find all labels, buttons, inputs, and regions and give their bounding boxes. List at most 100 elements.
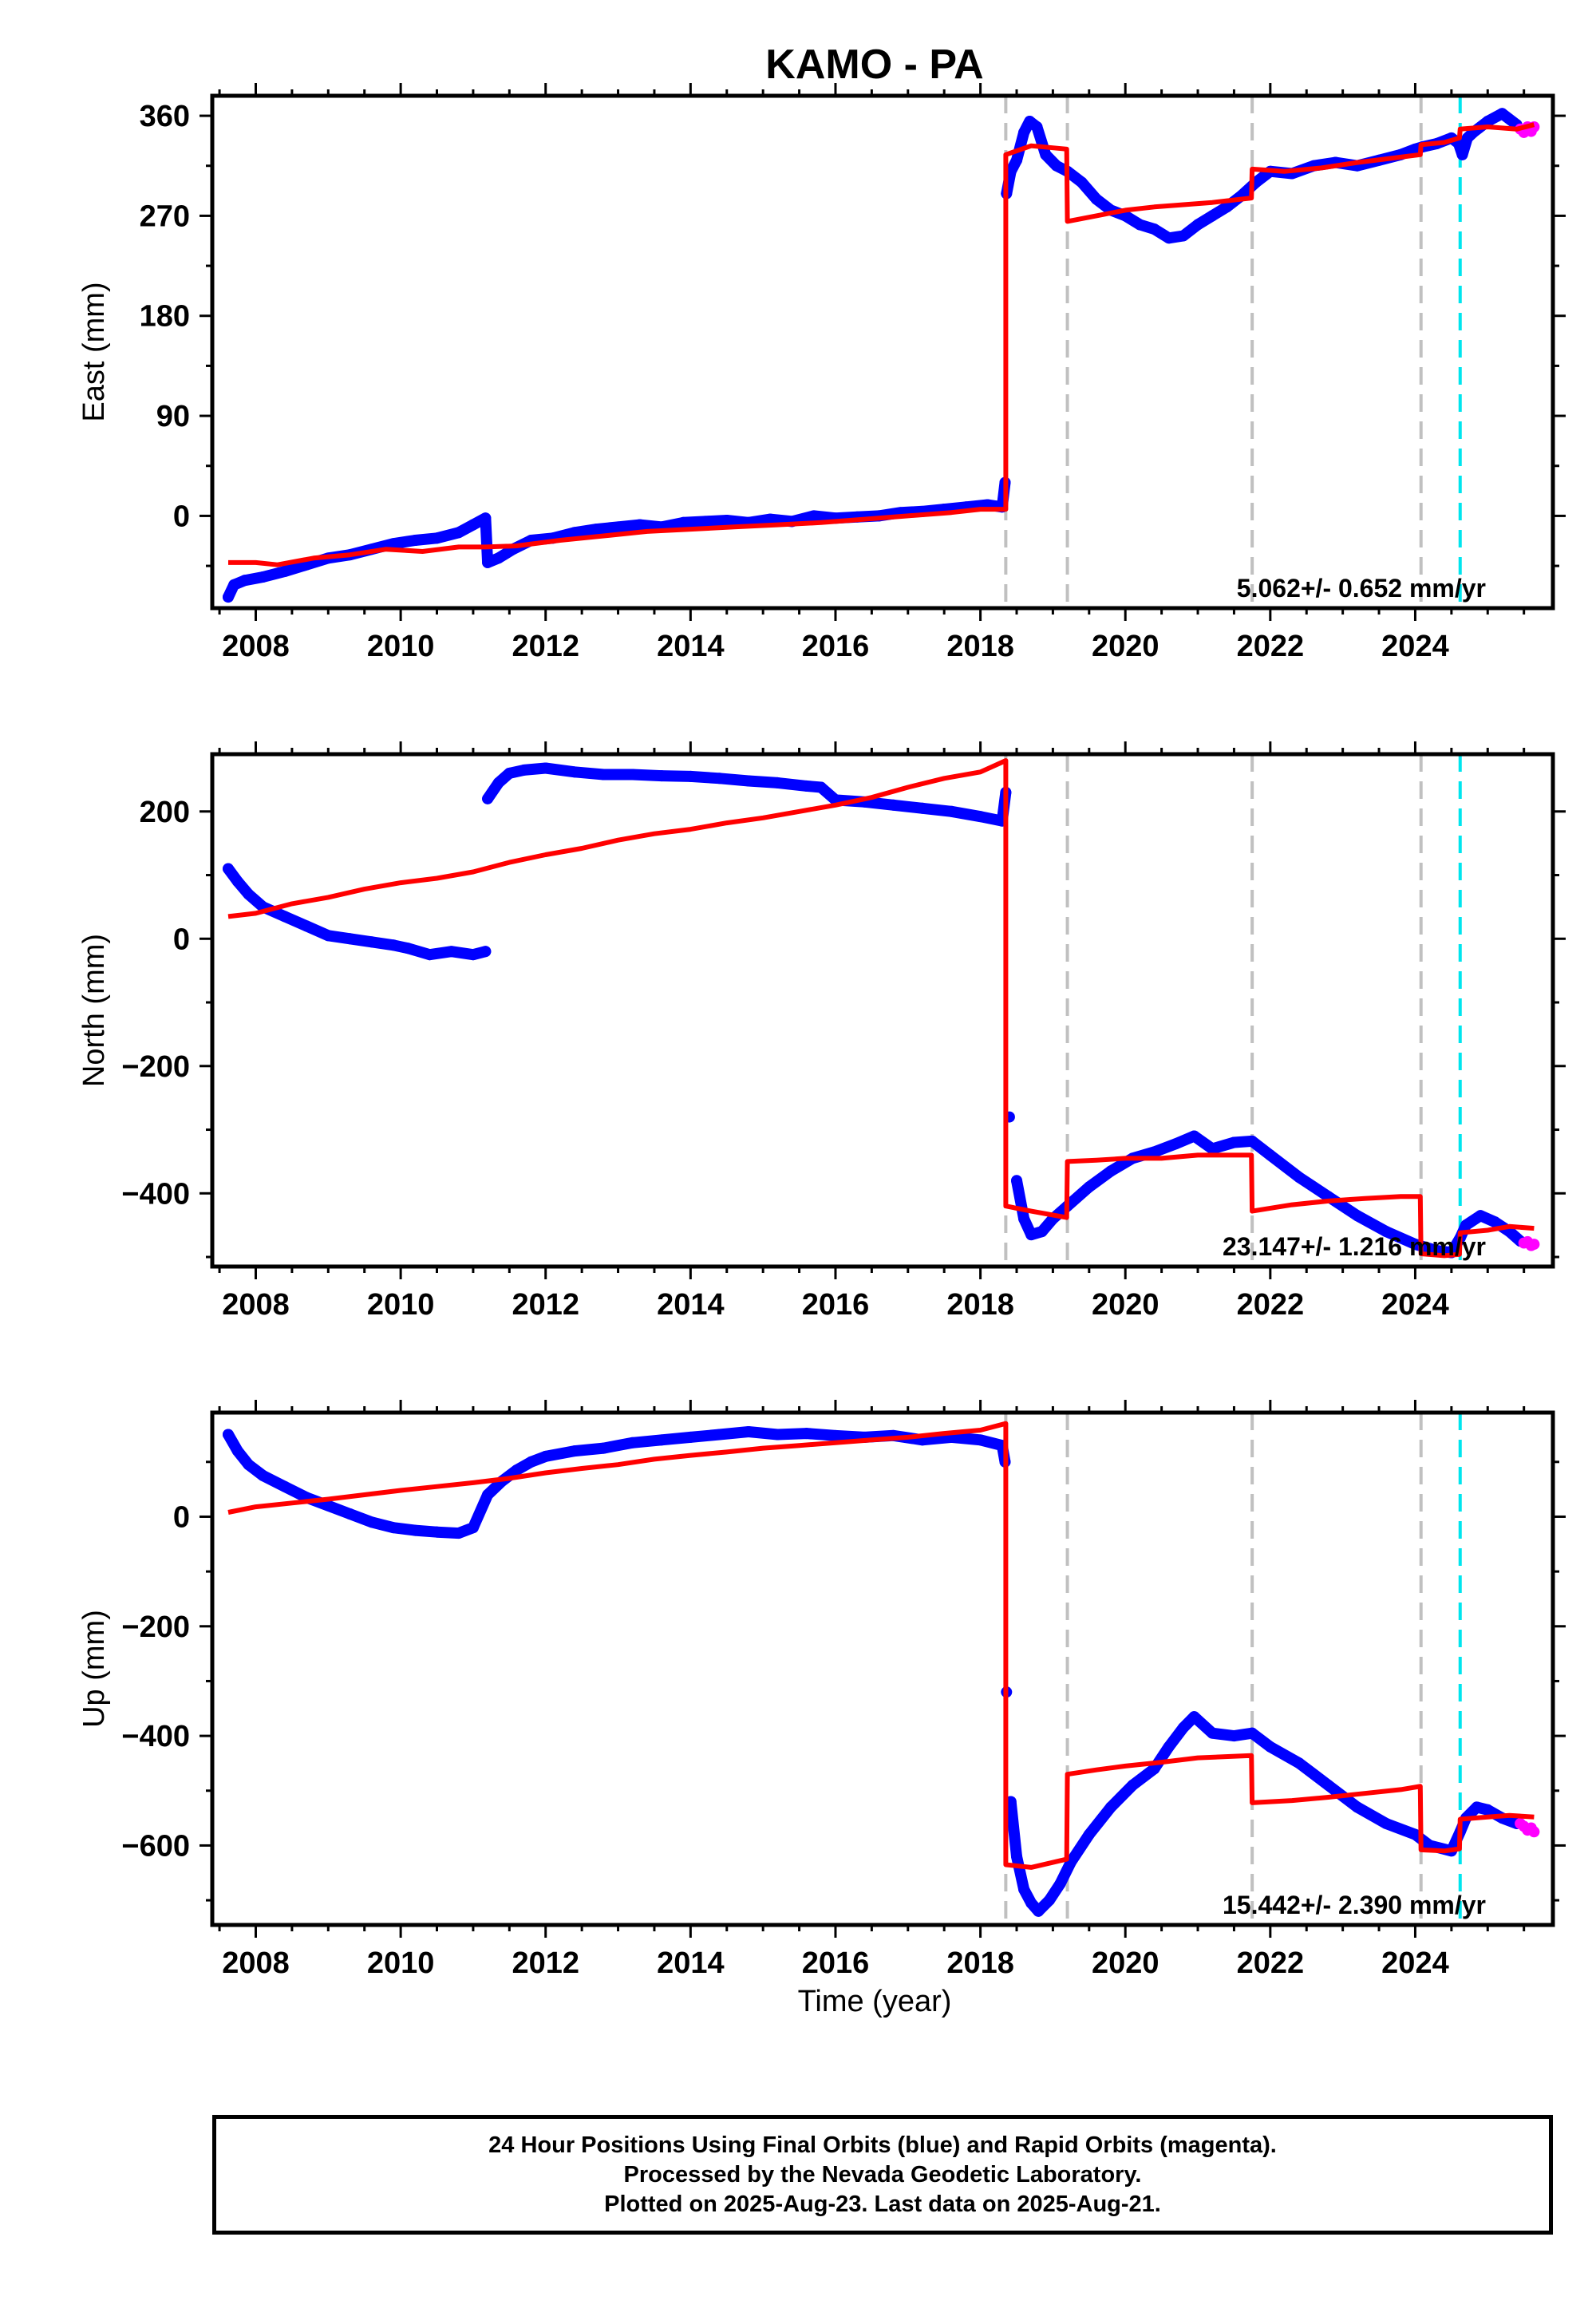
east-final-orbit-point bbox=[1163, 232, 1175, 244]
up-final-orbit-point bbox=[511, 1464, 523, 1476]
up-final-orbit-point bbox=[1177, 1721, 1189, 1733]
up-final-orbit-point bbox=[243, 1459, 255, 1471]
up-final-orbit-point bbox=[1246, 1727, 1258, 1739]
north-final-orbit-point bbox=[231, 875, 243, 887]
up-final-orbit-point bbox=[322, 1500, 334, 1512]
east-x-tick-label: 2008 bbox=[222, 630, 290, 663]
north-final-orbit-point bbox=[713, 773, 725, 785]
east-x-tick-label: 2022 bbox=[1237, 630, 1305, 663]
north-final-orbit-point bbox=[344, 933, 356, 945]
north-final-orbit-point bbox=[1036, 1226, 1048, 1238]
east-x-tick-label: 2012 bbox=[512, 630, 579, 663]
east-y-axis-title: East (mm) bbox=[77, 282, 111, 421]
up-y-tick-label: −200 bbox=[121, 1611, 190, 1644]
east-final-orbit-point bbox=[467, 519, 479, 531]
east-final-orbit-point bbox=[1177, 230, 1189, 242]
east-final-orbit-point bbox=[808, 510, 820, 522]
north-y-tick-label: −200 bbox=[121, 1050, 190, 1084]
north-rate-annotation: 23.147+/- 1.216 mm/yr bbox=[1223, 1232, 1486, 1261]
up-final-orbit-point bbox=[1228, 1730, 1240, 1742]
up-x-tick-label: 2010 bbox=[367, 1946, 435, 1980]
east-y-tick-label: 90 bbox=[156, 400, 190, 433]
up-final-orbit-point bbox=[1025, 1897, 1037, 1909]
north-final-orbit-point bbox=[365, 936, 377, 948]
up-final-orbit-point bbox=[409, 1524, 421, 1536]
up-plot-area bbox=[222, 1413, 1540, 1925]
east-final-orbit-point bbox=[1496, 108, 1508, 120]
east-x-tick-label: 2010 bbox=[367, 630, 435, 663]
north-final-orbit-point bbox=[424, 949, 436, 961]
north-final-orbit-point bbox=[916, 802, 928, 814]
up-final-orbit-point bbox=[1148, 1763, 1160, 1775]
north-final-orbit-point bbox=[222, 863, 234, 875]
up-frame bbox=[210, 1410, 1555, 1927]
up-final-orbit-point bbox=[539, 1450, 551, 1462]
north-x-tick-label: 2024 bbox=[1381, 1288, 1449, 1322]
up-y-tick-label: 0 bbox=[173, 1500, 190, 1534]
up-final-orbit-point bbox=[431, 1526, 443, 1538]
up-y-tick-label: −600 bbox=[121, 1829, 190, 1863]
north-final-orbit-point bbox=[402, 943, 414, 954]
east-final-orbit-point bbox=[239, 575, 251, 587]
up-final-orbit-point bbox=[1188, 1711, 1200, 1723]
up-final-orbit-point bbox=[656, 1434, 668, 1446]
east-x-tick-label: 2018 bbox=[946, 630, 1014, 663]
east-final-orbit-point bbox=[1482, 116, 1494, 128]
east-final-orbit-point bbox=[1134, 219, 1146, 231]
north-final-orbit-point bbox=[1351, 1210, 1363, 1222]
up-final-orbit-track bbox=[1005, 1711, 1523, 1917]
north-model-line bbox=[227, 758, 1535, 1259]
east-y-tick-label: 180 bbox=[140, 300, 190, 334]
north-y-tick-label: 200 bbox=[140, 796, 190, 829]
up-y-tick-label: −400 bbox=[121, 1720, 190, 1753]
up-x-tick-label: 2012 bbox=[512, 1946, 579, 1980]
east-final-orbit-point bbox=[721, 514, 733, 526]
north-x-tick-label: 2014 bbox=[657, 1288, 725, 1322]
north-final-orbit-point bbox=[492, 777, 504, 788]
up-final-orbit-point bbox=[1105, 1801, 1117, 1813]
east-final-orbit-point bbox=[569, 527, 581, 539]
north-y-tick-label: 0 bbox=[173, 923, 190, 956]
east-final-orbit-point bbox=[431, 532, 443, 544]
footer-line-plotted-on: Plotted on 2025-Aug-23. Last data on 202… bbox=[604, 2191, 1161, 2217]
panels-group: 2008 2010 2012 2014 2016 2018 2020 2022 2024 0 90 1… bbox=[77, 83, 1566, 1980]
up-panel: 2008 2010 2012 2014 2016 2018 2020 2022 2024 −600… bbox=[77, 1400, 1566, 1980]
east-plot-area bbox=[222, 96, 1540, 608]
north-final-orbit-point bbox=[685, 770, 697, 782]
north-x-tick-label: 2008 bbox=[222, 1288, 290, 1322]
north-final-orbit-point bbox=[1207, 1143, 1219, 1155]
up-final-orbit-point bbox=[1127, 1779, 1139, 1791]
up-final-orbit-point bbox=[1033, 1905, 1045, 1917]
north-final-orbit-point bbox=[1170, 1138, 1182, 1150]
east-model-line bbox=[228, 122, 1535, 567]
up-final-orbit-point bbox=[388, 1522, 400, 1534]
east-final-orbit-point bbox=[1011, 154, 1022, 166]
up-final-orbit-point bbox=[569, 1445, 581, 1457]
east-final-orbit-point bbox=[1221, 201, 1233, 213]
north-panel: 2008 2010 2012 2014 2016 2018 2020 2022 2024 −400… bbox=[77, 741, 1566, 1322]
up-final-orbit-point bbox=[1351, 1801, 1363, 1813]
north-final-orbit-point bbox=[946, 805, 958, 817]
east-final-orbit-point bbox=[1192, 219, 1204, 231]
up-y-axis-title: Up (mm) bbox=[77, 1610, 111, 1728]
figure-title: KAMO - PA bbox=[765, 41, 983, 88]
up-final-orbit-point bbox=[1409, 1828, 1421, 1840]
east-final-orbit-point bbox=[492, 552, 504, 564]
up-final-orbit-point bbox=[743, 1426, 754, 1438]
north-rapid-orbit-point bbox=[1528, 1239, 1540, 1251]
east-y-tick-label: 360 bbox=[140, 100, 190, 133]
north-final-orbit-point bbox=[1294, 1172, 1306, 1184]
east-y-tick-label: 270 bbox=[140, 200, 190, 233]
up-final-orbit-point bbox=[772, 1429, 784, 1441]
north-final-orbit-point bbox=[1228, 1136, 1240, 1148]
up-final-orbit-track bbox=[223, 1426, 1011, 1539]
east-final-orbit-point bbox=[480, 512, 492, 524]
up-final-orbit-point bbox=[829, 1429, 841, 1441]
north-final-orbit-point bbox=[539, 762, 551, 774]
east-x-tick-label: 2024 bbox=[1381, 630, 1449, 663]
east-final-orbit-point bbox=[452, 527, 464, 539]
north-final-orbit-point bbox=[467, 949, 479, 961]
north-frame bbox=[210, 752, 1555, 1269]
up-x-tick-label: 2020 bbox=[1092, 1946, 1159, 1980]
